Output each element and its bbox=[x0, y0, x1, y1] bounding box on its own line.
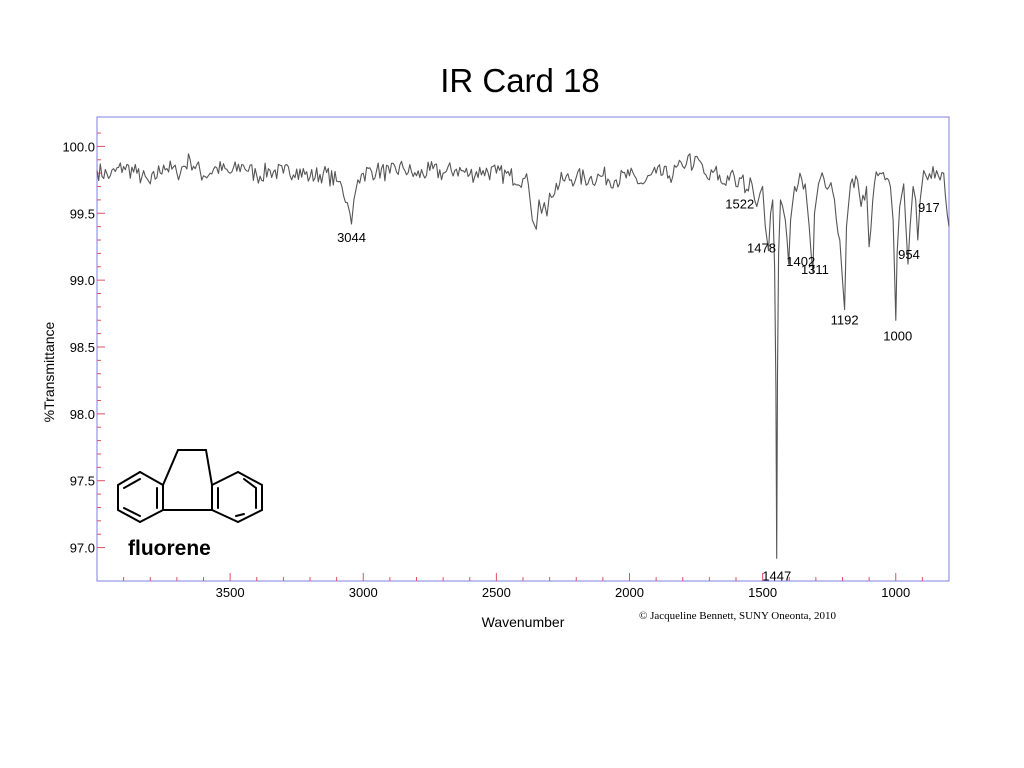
y-tick-label: 97.5 bbox=[70, 474, 95, 489]
axis-ticks-group: 3500 3000 2500 2000 1500 1000 100.0 99.5 99.0 98.… bbox=[41, 132, 923, 630]
peak-label: 1478 bbox=[747, 241, 776, 256]
plot-frame bbox=[96, 116, 950, 582]
bond-line bbox=[139, 509, 164, 523]
x-tick-label: 3000 bbox=[349, 585, 378, 600]
x-tick-label: 1000 bbox=[881, 585, 910, 600]
peak-label: 1192 bbox=[831, 313, 859, 328]
y-tick-label: 97.0 bbox=[70, 541, 95, 556]
y-tick-label: 98.0 bbox=[70, 407, 95, 422]
spectrum-trace-group bbox=[96, 153, 950, 559]
x-tick-label: 2000 bbox=[615, 585, 644, 600]
slide-title: IR Card 18 bbox=[440, 62, 600, 99]
peak-label: 3044 bbox=[337, 230, 366, 245]
peak-label: 1447 bbox=[762, 568, 791, 583]
bond-line bbox=[235, 513, 245, 517]
peak-label: 1311 bbox=[801, 262, 829, 277]
y-tick-label: 99.0 bbox=[70, 273, 95, 288]
peak-label: 954 bbox=[898, 247, 920, 262]
bond-line bbox=[117, 509, 141, 523]
y-tick-label: 98.5 bbox=[70, 340, 95, 355]
bond-line bbox=[139, 471, 164, 486]
spectrum-line bbox=[96, 153, 950, 559]
peak-label: 917 bbox=[918, 200, 940, 215]
plot-frame-group bbox=[96, 116, 950, 582]
bond-line bbox=[237, 471, 263, 486]
fluorene-structure-icon bbox=[117, 449, 263, 523]
y-tick-label: 99.5 bbox=[70, 206, 95, 221]
x-tick-label: 1500 bbox=[748, 585, 777, 600]
bond-line bbox=[162, 449, 179, 486]
compound-name: fluorene bbox=[128, 537, 211, 560]
bond-line bbox=[123, 507, 141, 517]
bond-line bbox=[237, 509, 263, 523]
bond-line bbox=[211, 509, 239, 523]
copyright-notice: © Jacqueline Bennett, SUNY Oneonta, 2010 bbox=[639, 610, 837, 622]
peak-label: 1522 bbox=[725, 197, 754, 212]
y-tick-label: 100.0 bbox=[62, 139, 95, 154]
bond-line bbox=[123, 478, 141, 489]
bond-line bbox=[117, 471, 141, 486]
x-axis-label: Wavenumber bbox=[482, 614, 565, 630]
bond-line bbox=[205, 449, 213, 486]
bond-line bbox=[211, 471, 239, 486]
peak-label: 1402 bbox=[786, 254, 815, 269]
y-axis-label: %Transmittance bbox=[41, 321, 57, 422]
x-tick-label: 3500 bbox=[216, 585, 245, 600]
peak-label: 1000 bbox=[883, 328, 912, 343]
x-tick-label: 2500 bbox=[482, 585, 511, 600]
bond-line bbox=[243, 478, 257, 489]
